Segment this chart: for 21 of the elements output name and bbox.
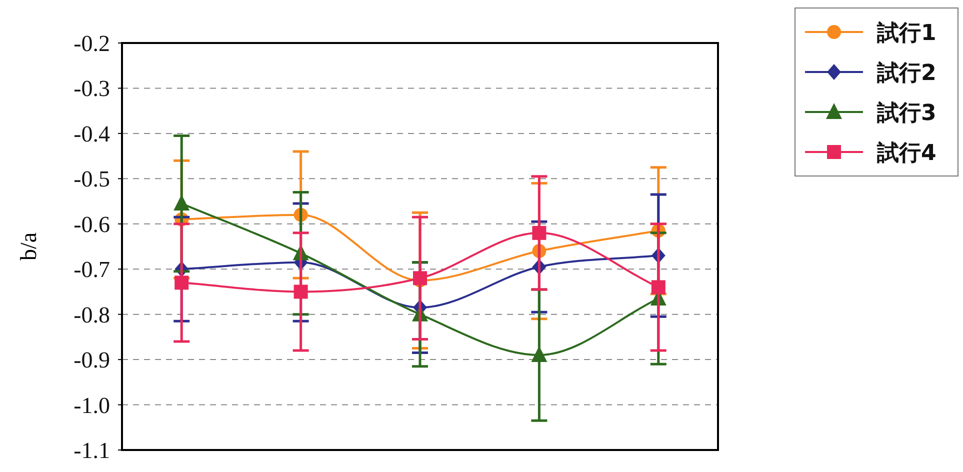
legend-label: 試行4 [876, 141, 936, 166]
point [532, 226, 546, 240]
point [531, 346, 548, 362]
y-tick-label: -0.6 [74, 212, 110, 237]
legend-label: 試行2 [876, 61, 936, 86]
y-tick-label: -0.5 [74, 166, 110, 192]
y-tick-label: -0.9 [74, 348, 110, 373]
y-tick-label: -0.4 [74, 121, 110, 146]
point [651, 280, 666, 294]
point [174, 194, 190, 211]
y-tick-label: -0.3 [74, 76, 110, 102]
y-tick-label: -1.0 [74, 392, 110, 418]
legend-label: 試行3 [876, 101, 936, 126]
y-tick-label: -0.8 [74, 302, 110, 328]
y-tick-label: -0.2 [74, 31, 110, 56]
y-axis-title: b/a [16, 232, 41, 261]
y-tick-label: -1.1 [74, 438, 110, 463]
legend-label: 試行1 [876, 21, 936, 46]
point [174, 276, 189, 290]
point [294, 284, 308, 299]
y-tick-label: -0.7 [74, 257, 110, 282]
